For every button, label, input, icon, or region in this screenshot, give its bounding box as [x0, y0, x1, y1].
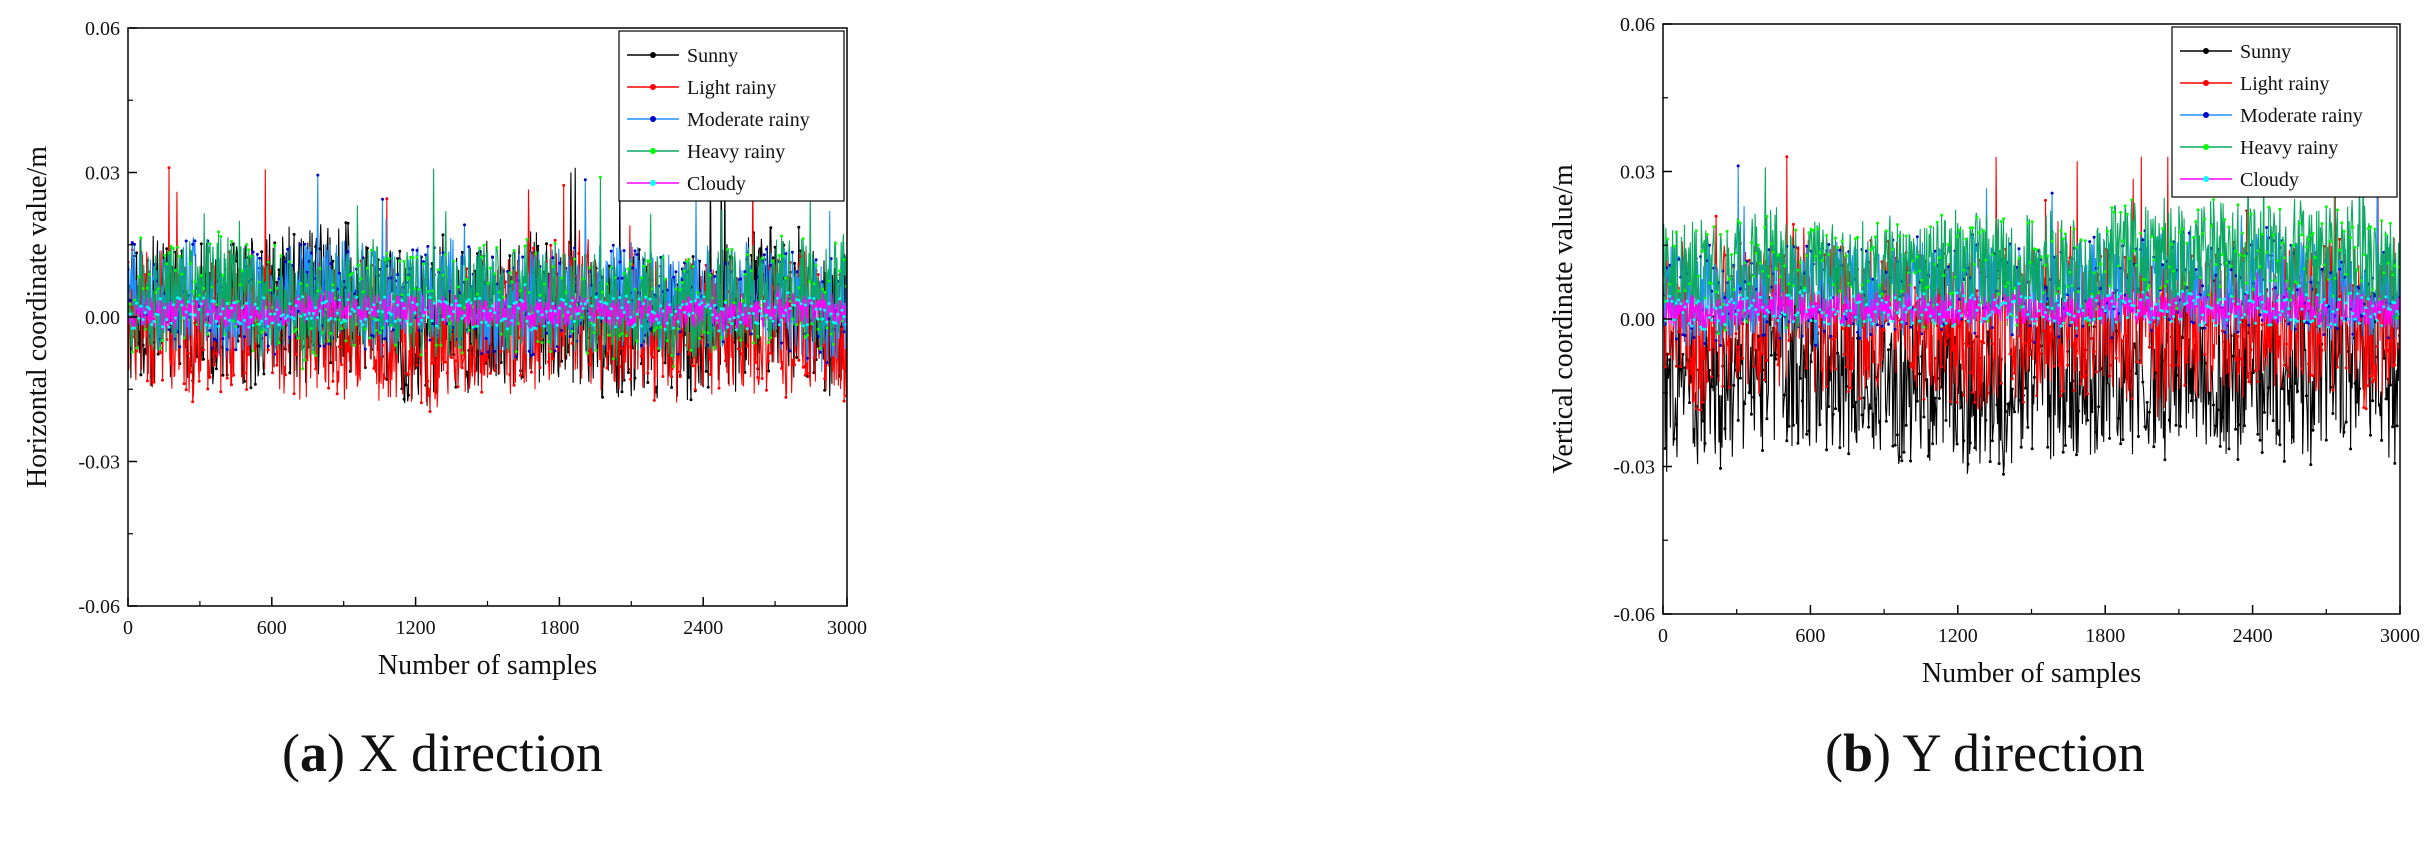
chart-panel-y-direction: 0 600 1200 1800 2400 3000 -0.06 -0.03 0.00 0.03 0.…: [1540, 0, 2436, 860]
caption-b: (b) Y direction: [1825, 723, 2145, 783]
legend-item: Sunny: [627, 45, 738, 67]
legend-swatch-marker: [2203, 112, 2209, 118]
legend-swatch-marker: [650, 52, 656, 58]
legend-box: [2171, 26, 2398, 198]
series-line: [128, 168, 847, 369]
x-tick-label: 1200: [396, 617, 436, 639]
legend-swatch-marker: [2203, 48, 2209, 54]
series-line: [1663, 272, 2400, 330]
x-axis-title: Number of samples: [378, 650, 597, 681]
legend-label: Heavy rainy: [687, 141, 785, 163]
legend-item: Light rainy: [2180, 73, 2329, 95]
legend-swatch-marker: [2203, 176, 2209, 182]
legend-label: Light rainy: [2240, 73, 2329, 95]
legend-item: Heavy rainy: [2180, 137, 2338, 159]
x-tick-label: 2400: [683, 617, 723, 639]
legend-swatch-marker: [2203, 80, 2209, 86]
x-tick-label: 1800: [539, 617, 579, 639]
legend-item: Cloudy: [627, 173, 746, 195]
y-tick-label: -0.06: [78, 596, 120, 618]
legend-label: Moderate rainy: [2240, 105, 2363, 127]
legend-label: Light rainy: [687, 77, 776, 99]
legend-swatch-marker: [650, 84, 656, 90]
x-tick-label: 0: [123, 617, 133, 639]
y-tick-label: 0.00: [85, 307, 120, 329]
x-tick-label: 600: [1795, 625, 1825, 647]
x-tick-label: 0: [1658, 625, 1668, 647]
caption-text: X direction: [358, 723, 603, 783]
legend-label: Cloudy: [687, 173, 746, 195]
legend-item: Light rainy: [627, 77, 776, 99]
x-tick-label: 3000: [2380, 625, 2420, 647]
legend-label: Heavy rainy: [2240, 137, 2338, 159]
legend-item: Heavy rainy: [627, 141, 785, 163]
legend-swatch-marker: [650, 116, 656, 122]
x-tick-label: 2400: [2233, 625, 2273, 647]
x-axis-title: Number of samples: [1922, 658, 2141, 689]
legend: Sunny Light rainy Moderate rainy Heavy rain…: [2171, 26, 2398, 198]
x-tick-label: 1200: [1938, 625, 1978, 647]
caption-letter: b: [1842, 723, 1874, 783]
caption-text: Y direction: [1902, 723, 2145, 783]
chart-y-direction: 0 600 1200 1800 2400 3000 -0.06 -0.03 0.00 0.03 0.…: [1548, 14, 2420, 689]
legend-label: Sunny: [687, 45, 738, 67]
y-tick-label: -0.03: [1613, 457, 1655, 479]
legend-swatch-marker: [650, 148, 656, 154]
legend: Sunny Light rainy Moderate rainy Heavy rain…: [618, 30, 845, 202]
x-tick-label: 1800: [2085, 625, 2125, 647]
series-cloudy: [128, 273, 847, 333]
y-tick-label: -0.06: [1613, 604, 1655, 626]
y-tick-label: 0.03: [1620, 162, 1655, 184]
legend-swatch-marker: [650, 180, 656, 186]
y-tick-label: -0.03: [78, 452, 120, 474]
legend-item: Moderate rainy: [2180, 105, 2363, 127]
caption-a: (a) X direction: [282, 723, 603, 783]
y-axis-title: Vertical coordinate value/m: [1548, 164, 1579, 474]
y-tick-label: 0.00: [1620, 309, 1655, 331]
y-tick-label: 0.06: [1620, 14, 1655, 36]
legend-label: Cloudy: [2240, 169, 2299, 191]
x-tick-label: 3000: [827, 617, 867, 639]
series-line: [1663, 156, 2400, 418]
y-tick-label: 0.03: [85, 163, 120, 185]
x-tick-label: 600: [257, 617, 287, 639]
legend-label: Sunny: [2240, 41, 2291, 63]
legend-box: [618, 30, 845, 202]
y-axis-title: Horizontal coordinate value/m: [22, 146, 53, 488]
series-line: [1663, 151, 2400, 334]
chart-panel-x-direction: 0 600 1200 1800 2400 3000 -0.06 -0.03 0.00 0.03 0.…: [0, 0, 880, 860]
legend-item: Sunny: [2180, 41, 2291, 63]
caption-letter: a: [299, 723, 327, 783]
y-tick-label: 0.06: [85, 18, 120, 40]
chart-x-direction: 0 600 1200 1800 2400 3000 -0.06 -0.03 0.00 0.03 0.…: [22, 18, 867, 681]
legend-label: Moderate rainy: [687, 109, 810, 131]
legend-swatch-marker: [2203, 144, 2209, 150]
legend-item: Cloudy: [2180, 169, 2299, 191]
series-line: [128, 273, 847, 333]
legend-item: Moderate rainy: [627, 109, 810, 131]
